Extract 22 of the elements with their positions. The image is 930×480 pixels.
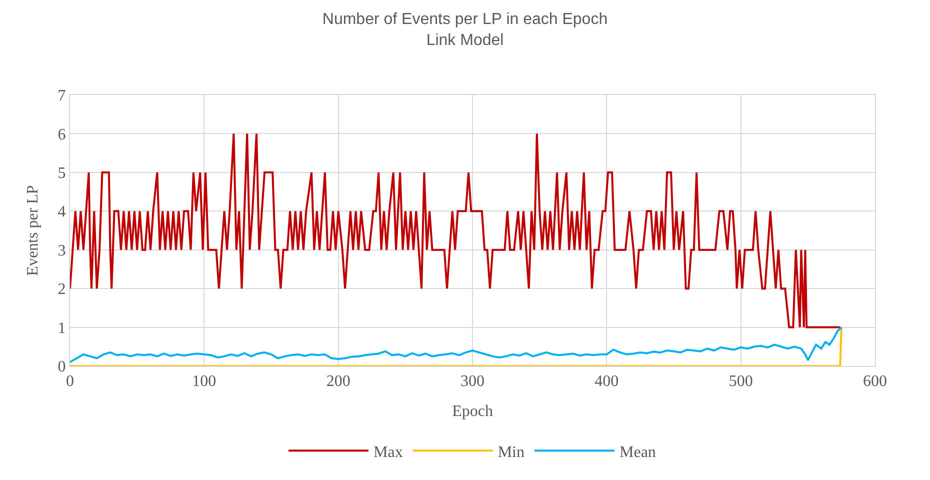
- legend-label: Mean: [620, 444, 656, 461]
- x-tick-label: 100: [192, 373, 216, 390]
- y-tick-label: 1: [58, 320, 66, 337]
- x-tick-label: 200: [326, 373, 350, 390]
- y-axis-title: Events per LP: [24, 185, 42, 276]
- x-tick-label: 400: [594, 373, 619, 390]
- chart-subtitle: Link Model: [426, 32, 504, 49]
- y-tick-label: 7: [58, 88, 66, 105]
- y-tick-label: 0: [58, 358, 66, 376]
- y-tick-label: 6: [58, 126, 66, 144]
- chart-title: Number of Events per LP in each Epoch: [322, 11, 608, 28]
- legend-label: Min: [498, 444, 524, 461]
- x-tick-label: 500: [728, 373, 753, 390]
- y-tick-label: 2: [58, 281, 66, 298]
- x-tick-label: 600: [863, 373, 887, 390]
- x-tick-label: 300: [460, 373, 484, 390]
- y-tick-label: 5: [58, 165, 66, 182]
- y-tick-label: 4: [58, 204, 66, 221]
- x-axis-title: Epoch: [452, 402, 493, 420]
- line-series: [70, 132, 842, 328]
- y-tick-label: 3: [58, 242, 66, 260]
- legend-label: Max: [374, 444, 403, 461]
